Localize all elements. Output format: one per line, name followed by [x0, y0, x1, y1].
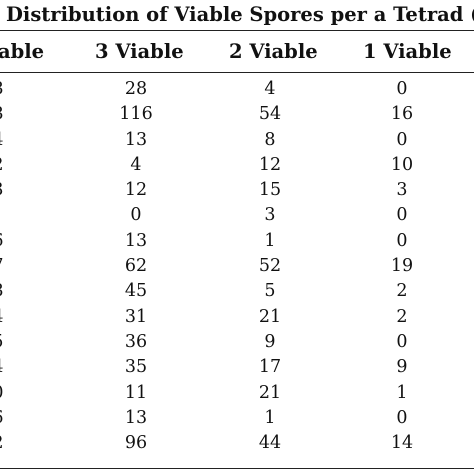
- cell-3-viable: 13: [124, 230, 148, 251]
- cell-3-viable: 0: [130, 205, 142, 226]
- table-row: 7 62 52 19: [0, 254, 474, 279]
- cell-1-viable: 3: [396, 180, 408, 201]
- cell-4-viable: 7: [0, 254, 10, 279]
- cell-4-viable: 5: [0, 330, 10, 355]
- cell-2-viable: 1: [264, 230, 276, 251]
- cell-2-viable: 5: [264, 281, 276, 302]
- cell-1-viable: 0: [396, 205, 408, 226]
- cell-3-viable: 4: [130, 154, 142, 175]
- bottom-rule: [0, 468, 474, 470]
- cell-2-viable: 52: [258, 256, 282, 277]
- cell-1-viable: 0: [396, 79, 408, 99]
- cell-1-viable: 0: [396, 331, 408, 352]
- cell-3-viable: 28: [124, 79, 148, 99]
- table-row: 4 31 21 2: [0, 305, 474, 330]
- table-row: 0 3 0: [0, 203, 474, 228]
- cell-2-viable: 54: [258, 104, 282, 125]
- header-3-viable: 3 Viable: [95, 40, 184, 63]
- cell-3-viable: 12: [124, 180, 148, 201]
- cell-3-viable: 13: [124, 129, 148, 150]
- cell-3-viable: 62: [124, 256, 148, 277]
- cell-4-viable: 6: [0, 229, 10, 254]
- cell-1-viable: 2: [396, 281, 408, 302]
- table-row: 2 4 12 10: [0, 153, 474, 178]
- table-header-row: able 3 Viable 2 Viable 1 Viable: [0, 39, 474, 65]
- cell-3-viable: 45: [124, 281, 148, 302]
- cell-2-viable: 21: [258, 382, 282, 403]
- cell-2-viable: 1: [264, 407, 276, 428]
- table-caption: Distribution of Viable Spores per a Tetr…: [6, 3, 474, 27]
- cell-1-viable: 9: [396, 357, 408, 378]
- header-1-viable: 1 Viable: [363, 40, 452, 63]
- cell-4-viable: 8: [0, 77, 10, 102]
- cell-2-viable: 15: [258, 180, 282, 201]
- table-row: 8 116 54 16: [0, 102, 474, 127]
- cell-2-viable: 21: [258, 306, 282, 327]
- cell-1-viable: 2: [396, 306, 408, 327]
- cell-3-viable: 116: [119, 104, 153, 125]
- table-row: 8 45 5 2: [0, 279, 474, 304]
- cell-1-viable: 1: [396, 382, 408, 403]
- cell-3-viable: 96: [124, 433, 148, 454]
- top-rule: [0, 30, 474, 32]
- cell-4-viable: 4: [0, 355, 10, 380]
- cell-2-viable: 4: [264, 79, 276, 99]
- table-row: 5 36 9 0: [0, 330, 474, 355]
- cell-2-viable: 12: [258, 154, 282, 175]
- table-row: 0 11 21 1: [0, 381, 474, 406]
- cell-4-viable: 6: [0, 406, 10, 431]
- cell-4-viable: 8: [0, 279, 10, 304]
- cell-1-viable: 16: [390, 104, 414, 125]
- table-row: 4 13 8 0: [0, 128, 474, 153]
- cell-1-viable: 19: [390, 256, 414, 277]
- cell-3-viable: 31: [124, 306, 148, 327]
- cell-1-viable: 0: [396, 230, 408, 251]
- cell-4-viable: 2: [0, 431, 10, 456]
- cell-3-viable: 36: [124, 331, 148, 352]
- cell-2-viable: 3: [264, 205, 276, 226]
- header-rule: [0, 72, 474, 74]
- cell-1-viable: 14: [390, 433, 414, 454]
- table-body: 8 28 4 0 8 116 54 16 4 13 8 0 2 4 12 10 …: [0, 77, 474, 456]
- table-row: 2 96 44 14: [0, 431, 474, 456]
- cell-4-viable: 0: [0, 381, 10, 406]
- table-row: 8 28 4 0: [0, 77, 474, 102]
- cell-2-viable: 9: [264, 331, 276, 352]
- cell-2-viable: 44: [258, 433, 282, 454]
- cell-2-viable: 8: [264, 129, 276, 150]
- cell-1-viable: 0: [396, 129, 408, 150]
- cell-3-viable: 11: [124, 382, 148, 403]
- cell-4-viable: 4: [0, 128, 10, 153]
- cell-4-viable: 8: [0, 102, 10, 127]
- cell-4-viable: 2: [0, 153, 10, 178]
- cell-4-viable: 3: [0, 178, 10, 203]
- table-row: 6 13 1 0: [0, 406, 474, 431]
- header-4-viable: able: [0, 40, 45, 63]
- table-row: 3 12 15 3: [0, 178, 474, 203]
- cell-2-viable: 17: [258, 357, 282, 378]
- table-row: 6 13 1 0: [0, 229, 474, 254]
- cell-1-viable: 10: [390, 154, 414, 175]
- cell-1-viable: 0: [396, 407, 408, 428]
- caption-prefix: Distribution of Viable Spores per a Tetr…: [6, 3, 474, 26]
- cell-3-viable: 13: [124, 407, 148, 428]
- table-row: 4 35 17 9: [0, 355, 474, 380]
- cell-3-viable: 35: [124, 357, 148, 378]
- header-2-viable: 2 Viable: [229, 40, 318, 63]
- cell-4-viable: 4: [0, 305, 10, 330]
